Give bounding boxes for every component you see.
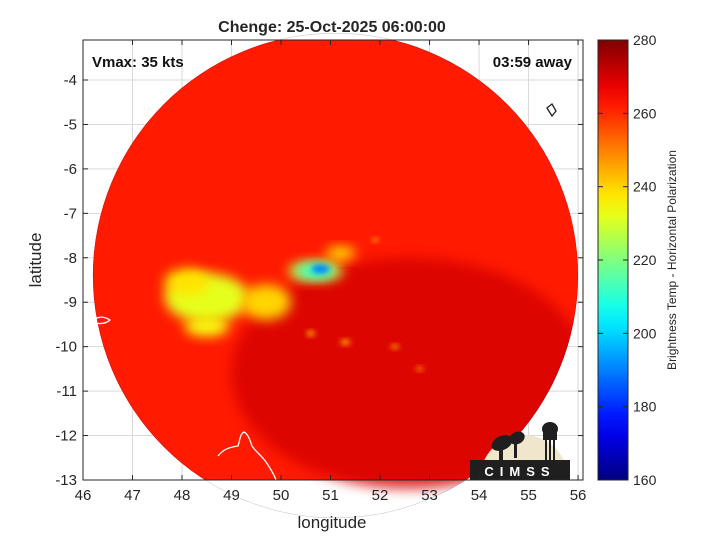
y-tick-label: -10 <box>55 339 77 356</box>
x-tick-label: 53 <box>421 487 438 504</box>
water-tower-icon <box>542 422 558 462</box>
x-tick-label: 46 <box>75 487 92 504</box>
cimss-logo: CIMSS <box>470 422 570 480</box>
plot-area: Vmax: 35 kts 03:59 away CIMSS 46 47 48 <box>55 32 586 519</box>
satellite-dish-icon <box>491 431 525 460</box>
swath-feature <box>306 330 315 337</box>
colorbar-tick-label: 200 <box>633 325 657 341</box>
x-tick-label: 49 <box>223 487 240 504</box>
colorbar: 160 180 200 220 240 260 280 Brightness Temp - … <box>597 32 679 488</box>
colorbar-tick-label: 280 <box>633 32 657 48</box>
coastlines <box>82 103 557 481</box>
y-tick-label: -8 <box>64 250 77 267</box>
swath-feature <box>416 366 424 372</box>
logo-banner <box>470 460 570 480</box>
x-tick-label: 55 <box>520 487 537 504</box>
island-seychelles <box>546 103 557 118</box>
swath-feature <box>371 237 379 243</box>
swath-feature <box>184 316 230 337</box>
x-tick-label: 56 <box>570 487 587 504</box>
colorbar-tick-label: 240 <box>633 179 657 195</box>
x-axis-label: longitude <box>297 513 366 532</box>
y-tick-label: -5 <box>64 116 77 133</box>
microwave-swath <box>92 32 579 519</box>
logo-text: CIMSS <box>484 464 555 479</box>
colorbar-tick-label: 180 <box>633 399 657 415</box>
x-tick-label: 47 <box>124 487 141 504</box>
swath-feature <box>340 339 351 345</box>
y-axis-label: latitude <box>26 233 45 288</box>
vmax-annotation: Vmax: 35 kts <box>92 54 184 71</box>
swath-feature <box>241 284 291 320</box>
y-tick-label: -9 <box>64 294 77 311</box>
swath-feature <box>164 268 210 296</box>
y-tick-label: -13 <box>55 472 77 489</box>
x-tick-label: 54 <box>471 487 488 504</box>
coastline-madagascar-north <box>217 431 277 481</box>
x-tick-label: 52 <box>372 487 389 504</box>
swath-feature <box>325 246 356 260</box>
time-away-annotation: 03:59 away <box>493 54 573 71</box>
colorbar-tick-label: 260 <box>633 105 657 121</box>
colorbar-tick-label: 160 <box>633 472 657 488</box>
y-tick-label: -11 <box>56 383 77 400</box>
x-tick-label: 48 <box>174 487 191 504</box>
y-tick-label: -7 <box>64 205 77 222</box>
chart-title: Chenge: 25-Oct-2025 06:00:00 <box>218 19 446 36</box>
coastline-comoros-west <box>82 316 112 325</box>
colorbar-tick-label: 220 <box>633 252 657 268</box>
axis-ticks: 46 47 48 49 50 51 52 53 54 55 56 -4 -5 -6 -7 -8 -9 -10 -11… <box>55 40 586 504</box>
y-tick-label: -12 <box>55 428 77 445</box>
y-tick-label: -4 <box>64 72 77 89</box>
y-tick-label: -6 <box>64 161 77 178</box>
x-tick-label: 50 <box>273 487 290 504</box>
colorbar-ticks: 160 180 200 220 240 260 280 <box>598 32 657 488</box>
plot-frame <box>82 39 584 481</box>
swath-feature <box>390 344 399 349</box>
x-tick-label: 51 <box>322 487 339 504</box>
colorbar-label: Brightness Temp - Horizontal Polarizatio… <box>665 150 679 370</box>
swath-feature <box>311 264 330 274</box>
swath-deep-region <box>231 257 579 489</box>
